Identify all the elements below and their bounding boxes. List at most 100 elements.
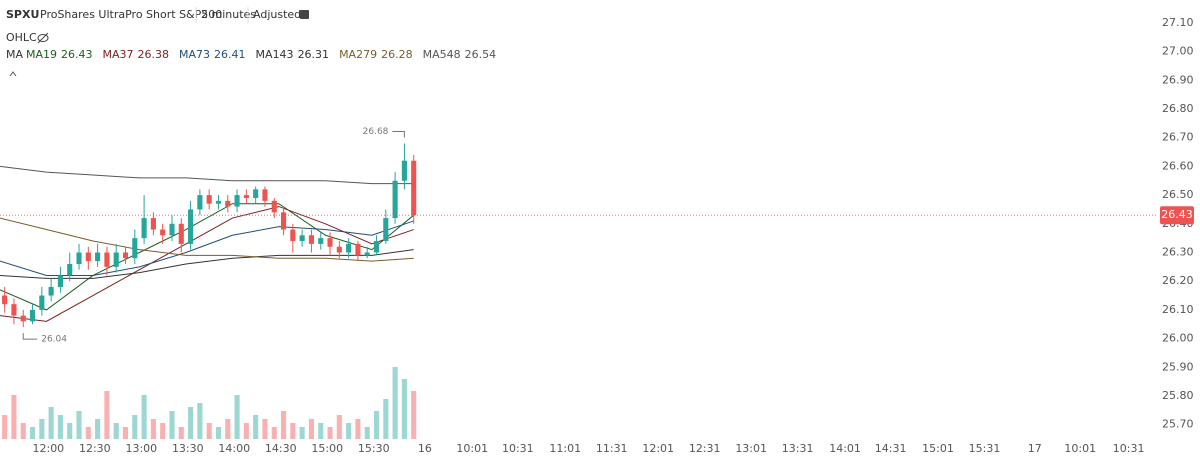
low-label: 26.04	[41, 335, 67, 345]
candle-body	[188, 209, 194, 244]
candle-body	[113, 252, 119, 267]
candle-body	[373, 241, 380, 253]
volume-bar	[169, 411, 175, 439]
volume-bar	[85, 427, 91, 439]
settings-icon[interactable]	[300, 10, 309, 19]
x-tick-label: 14:01	[829, 442, 861, 455]
y-tick-label: 26.50	[1162, 188, 1194, 201]
candle-body	[20, 315, 26, 322]
volume-bar	[39, 419, 45, 439]
volume-bar	[253, 415, 259, 439]
volume-bar	[318, 423, 324, 439]
candle-body	[95, 252, 101, 262]
volume-bar	[178, 427, 184, 439]
x-tick-label: 10:31	[1113, 442, 1145, 455]
low-marker	[22, 333, 38, 340]
volume-bar	[132, 415, 138, 439]
candle-body	[234, 195, 240, 207]
candle-body	[299, 235, 305, 242]
legend-value: 26.54	[465, 48, 497, 61]
y-tick-label: 26.30	[1162, 245, 1194, 258]
candle-body	[364, 252, 370, 256]
volume-bar	[29, 427, 36, 439]
y-tick-label: 26.70	[1162, 131, 1194, 144]
x-tick-label: 15:30	[358, 442, 390, 455]
legend-name: MA37	[103, 48, 134, 61]
x-tick-label: 15:00	[311, 442, 343, 455]
volume-bar	[48, 407, 54, 439]
volume-bar	[11, 395, 17, 439]
y-tick-label: 26.10	[1162, 303, 1194, 316]
symbol[interactable]: SPXU	[6, 8, 39, 21]
x-tick-label: 14:30	[265, 442, 297, 455]
candle-body	[271, 200, 277, 213]
candle-body	[206, 195, 212, 204]
x-tick-label: 11:01	[549, 442, 581, 455]
x-tick-label: 13:01	[735, 442, 767, 455]
collapse-icon[interactable]	[9, 71, 17, 77]
candle-body	[411, 160, 417, 216]
x-tick-label: 10:01	[1064, 442, 1096, 455]
candle-body	[160, 229, 166, 236]
volume-bar	[271, 427, 277, 439]
volume-bar	[411, 391, 417, 439]
candle-body	[39, 295, 45, 310]
volume-bar	[327, 427, 333, 439]
x-tick-label: 15:31	[969, 442, 1001, 455]
volume-bar	[373, 411, 380, 439]
high-marker	[392, 130, 405, 138]
candle-body	[132, 238, 138, 259]
volume-bar	[141, 395, 147, 439]
x-tick-label: 12:31	[689, 442, 721, 455]
ma-line	[0, 165, 414, 185]
x-tick-label: 12:00	[32, 442, 64, 455]
candle-body	[308, 235, 314, 244]
y-tick-label: 27.00	[1162, 45, 1194, 58]
y-tick-label: 26.90	[1162, 73, 1194, 86]
candle-body	[122, 252, 129, 259]
candle-body	[141, 218, 147, 239]
legend-name: MA143	[256, 48, 294, 61]
legend-value: 26.38	[138, 48, 170, 61]
candle-body	[197, 195, 203, 210]
x-tick-label: 14:31	[875, 442, 907, 455]
volume-bar	[290, 423, 296, 439]
legend-value: 26.41	[214, 48, 246, 61]
candle-body	[150, 218, 156, 230]
candle-body	[346, 243, 352, 253]
x-tick-label: 11:31	[596, 442, 628, 455]
x-tick-label: 10:31	[502, 442, 534, 455]
volume-bar	[67, 423, 73, 439]
x-tick-label: 13:30	[172, 442, 204, 455]
candle-body	[392, 180, 398, 219]
y-tick-label: 27.10	[1162, 16, 1194, 29]
volume-bar	[280, 411, 287, 439]
candle-body	[401, 160, 407, 181]
last-price-label: 26.43	[1161, 208, 1193, 221]
x-tick-label: 13:31	[782, 442, 814, 455]
high-label: 26.68	[363, 127, 389, 137]
candle-body	[383, 218, 389, 242]
x-tick-label: 12:30	[79, 442, 111, 455]
ma-line	[0, 217, 414, 262]
y-tick-label: 25.70	[1162, 418, 1194, 431]
candle-body	[280, 212, 287, 230]
volume-bar	[262, 419, 268, 439]
adjustment[interactable]: Adjusted	[253, 8, 301, 21]
header: SPXU ProShares UltraPro Short S&P500 2 m…	[6, 7, 309, 77]
volume-bar	[206, 423, 212, 439]
candle-body	[243, 195, 249, 198]
legend-name: MA19	[26, 48, 57, 61]
candle-body	[318, 238, 324, 244]
volume-bar	[160, 423, 166, 439]
y-tick-label: 25.90	[1162, 360, 1194, 373]
candle-body	[104, 252, 110, 267]
interval[interactable]: 2 minutes	[201, 8, 256, 21]
volume-bar	[308, 419, 314, 439]
eye-icon[interactable]	[37, 32, 49, 44]
candle-body	[48, 286, 54, 296]
legend-name: MA279	[339, 48, 377, 61]
candle-body	[169, 223, 175, 236]
